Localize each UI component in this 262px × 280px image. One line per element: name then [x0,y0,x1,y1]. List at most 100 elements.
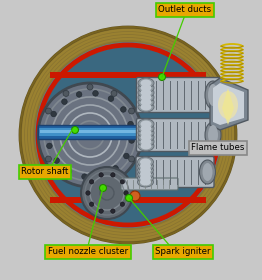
Ellipse shape [140,99,151,106]
Circle shape [120,180,124,184]
Circle shape [99,173,103,177]
FancyBboxPatch shape [136,157,214,188]
Ellipse shape [140,171,151,178]
Ellipse shape [140,138,151,145]
Text: Outlet ducts: Outlet ducts [159,6,211,15]
Ellipse shape [140,104,151,111]
Bar [40,130,143,133]
Circle shape [129,138,134,143]
Text: Fuel nozzle cluster: Fuel nozzle cluster [48,248,128,256]
Circle shape [99,209,103,213]
Circle shape [87,180,93,186]
Circle shape [124,191,128,195]
Bar [50,197,206,203]
Ellipse shape [140,179,151,186]
Circle shape [130,191,140,201]
Circle shape [40,47,216,223]
Ellipse shape [140,167,151,174]
Ellipse shape [140,134,151,141]
Circle shape [38,83,142,187]
Polygon shape [210,78,248,130]
Circle shape [159,74,166,81]
Ellipse shape [199,160,216,184]
Ellipse shape [138,173,154,183]
Ellipse shape [140,162,151,169]
Circle shape [54,158,59,163]
Ellipse shape [138,128,154,138]
Circle shape [111,173,115,177]
Circle shape [125,195,133,202]
Ellipse shape [140,89,151,96]
Text: Rotor shaft: Rotor shaft [21,167,69,176]
Ellipse shape [140,84,151,91]
Circle shape [120,202,124,206]
Circle shape [62,99,67,104]
Circle shape [193,144,199,151]
FancyBboxPatch shape [121,178,178,190]
Circle shape [98,173,104,178]
Polygon shape [213,83,244,125]
Circle shape [63,174,69,179]
Ellipse shape [138,83,154,93]
Ellipse shape [138,165,154,175]
Ellipse shape [140,94,151,101]
Ellipse shape [140,120,151,127]
Ellipse shape [138,137,154,147]
Ellipse shape [140,80,151,87]
Polygon shape [145,125,160,139]
Bar [38,128,145,136]
Ellipse shape [140,125,151,132]
Circle shape [111,174,117,179]
Circle shape [135,132,141,138]
Ellipse shape [138,123,154,133]
Ellipse shape [138,102,154,112]
Circle shape [86,191,90,195]
Circle shape [45,108,51,114]
Circle shape [72,127,79,134]
Ellipse shape [138,97,154,107]
Circle shape [46,127,51,132]
Ellipse shape [205,81,221,109]
Circle shape [45,156,51,162]
Ellipse shape [208,125,218,145]
Ellipse shape [140,129,151,136]
Circle shape [111,90,117,96]
Circle shape [129,108,135,114]
FancyBboxPatch shape [137,118,220,151]
Circle shape [108,96,114,101]
Circle shape [113,165,118,171]
Ellipse shape [138,161,154,171]
Circle shape [121,107,126,112]
Circle shape [100,185,106,192]
Ellipse shape [138,88,154,98]
Circle shape [51,111,56,117]
Text: Spark igniter: Spark igniter [155,248,211,256]
Circle shape [124,153,129,159]
Ellipse shape [140,158,151,165]
Circle shape [63,90,69,96]
Ellipse shape [138,78,154,88]
Ellipse shape [138,141,154,151]
Ellipse shape [203,163,212,181]
Bar [38,125,145,139]
Ellipse shape [205,122,221,148]
Bar [50,72,206,78]
Circle shape [35,42,221,228]
Bar [38,125,145,139]
Circle shape [93,90,98,96]
Circle shape [76,92,82,97]
Ellipse shape [138,169,154,179]
Circle shape [47,143,52,149]
Circle shape [111,209,115,213]
Circle shape [129,156,135,162]
Ellipse shape [208,84,218,106]
Circle shape [128,121,133,127]
Ellipse shape [140,174,151,181]
Circle shape [82,174,87,179]
Circle shape [39,132,45,138]
Circle shape [89,180,94,184]
Ellipse shape [138,177,154,187]
Ellipse shape [138,132,154,142]
Ellipse shape [138,119,154,129]
Polygon shape [222,88,234,125]
